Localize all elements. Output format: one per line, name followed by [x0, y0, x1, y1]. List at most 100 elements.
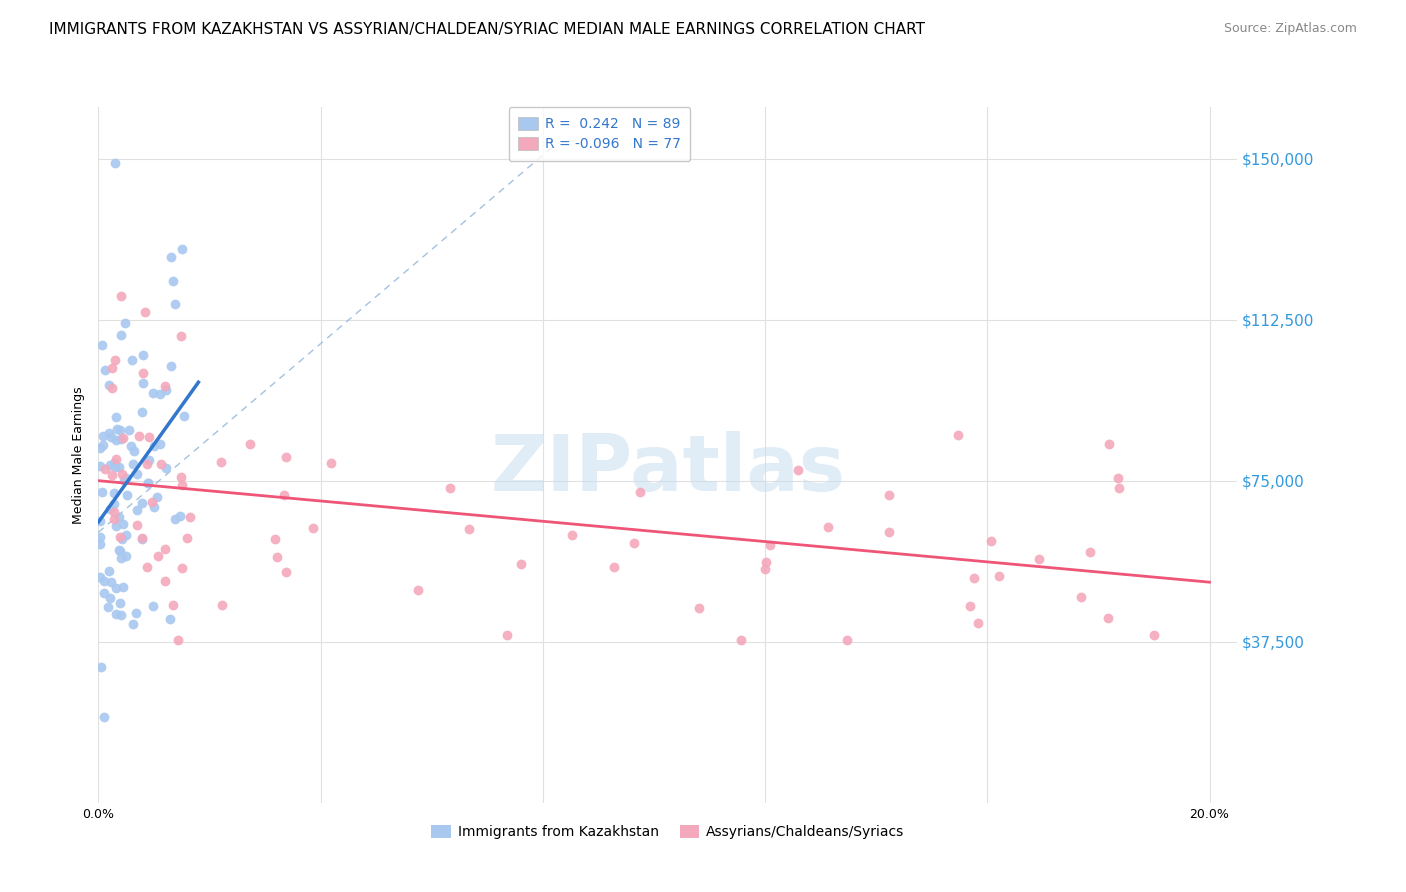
Point	[159, 359, 181, 374]
Point	[179, 510, 201, 524]
Point	[112, 517, 135, 532]
Point	[110, 608, 132, 623]
Point	[136, 476, 159, 491]
Point	[138, 453, 160, 467]
Point	[173, 409, 195, 423]
Point	[159, 612, 181, 626]
Point	[94, 362, 117, 376]
Point	[103, 486, 125, 500]
Point	[131, 496, 153, 510]
Point	[90, 659, 112, 673]
Point	[108, 543, 131, 558]
Point	[108, 459, 131, 474]
Point	[121, 353, 143, 368]
Point	[114, 316, 136, 330]
Point	[104, 519, 127, 533]
Point	[104, 156, 127, 170]
Point	[877, 488, 900, 502]
Point	[101, 360, 124, 375]
Point	[111, 431, 134, 445]
Point	[105, 409, 128, 424]
Point	[98, 591, 121, 606]
Point	[165, 297, 187, 311]
Point	[170, 469, 193, 483]
Point	[110, 532, 132, 546]
Point	[146, 491, 169, 505]
Point	[93, 574, 115, 588]
Point	[406, 583, 429, 598]
Point	[1028, 552, 1050, 566]
Point	[162, 274, 184, 288]
Point	[131, 376, 153, 391]
Point	[143, 500, 166, 514]
Point	[101, 467, 124, 482]
Point	[1097, 611, 1119, 625]
Point	[162, 599, 184, 613]
Point	[149, 457, 172, 471]
Point	[127, 503, 149, 517]
Point	[93, 437, 115, 451]
Point	[1143, 628, 1166, 642]
Point	[1108, 481, 1130, 495]
Point	[110, 432, 132, 446]
Point	[155, 574, 177, 588]
Point	[108, 544, 131, 558]
Point	[155, 383, 177, 397]
Point	[110, 327, 132, 342]
Point	[966, 616, 988, 631]
Point	[103, 512, 125, 526]
Point	[127, 467, 149, 481]
Point	[115, 549, 138, 563]
Point	[125, 518, 148, 533]
Point	[89, 537, 111, 551]
Point	[155, 460, 177, 475]
Point	[163, 511, 186, 525]
Point	[628, 485, 651, 500]
Point	[264, 532, 287, 546]
Point	[125, 606, 148, 620]
Point	[108, 596, 131, 610]
Point	[97, 426, 120, 441]
Point	[131, 532, 153, 546]
Point	[136, 457, 159, 471]
Point	[142, 386, 165, 401]
Point	[110, 551, 132, 566]
Point	[238, 437, 260, 451]
Point	[302, 521, 325, 535]
Point	[89, 570, 111, 584]
Point	[103, 456, 125, 470]
Text: ZIPatlas: ZIPatlas	[491, 431, 845, 507]
Point	[131, 532, 153, 546]
Point	[105, 422, 128, 436]
Point	[115, 470, 138, 484]
Point	[111, 467, 134, 482]
Point	[94, 462, 117, 476]
Point	[138, 475, 160, 490]
Point	[148, 387, 170, 401]
Point	[759, 538, 782, 552]
Point	[98, 502, 121, 516]
Point	[754, 562, 776, 576]
Point	[1107, 471, 1129, 485]
Point	[817, 520, 839, 534]
Point	[90, 338, 112, 352]
Point	[837, 632, 859, 647]
Point	[276, 565, 298, 579]
Point	[1070, 590, 1092, 604]
Point	[170, 328, 193, 343]
Point	[170, 242, 193, 256]
Point	[273, 488, 295, 502]
Point	[117, 423, 139, 437]
Point	[132, 348, 155, 362]
Point	[1097, 436, 1119, 450]
Point	[97, 377, 120, 392]
Point	[980, 534, 1002, 549]
Point	[105, 451, 128, 466]
Point	[211, 598, 233, 612]
Point	[458, 522, 481, 536]
Point	[142, 599, 165, 614]
Point	[959, 599, 981, 613]
Point	[148, 436, 170, 450]
Point	[439, 481, 461, 495]
Point	[89, 441, 111, 455]
